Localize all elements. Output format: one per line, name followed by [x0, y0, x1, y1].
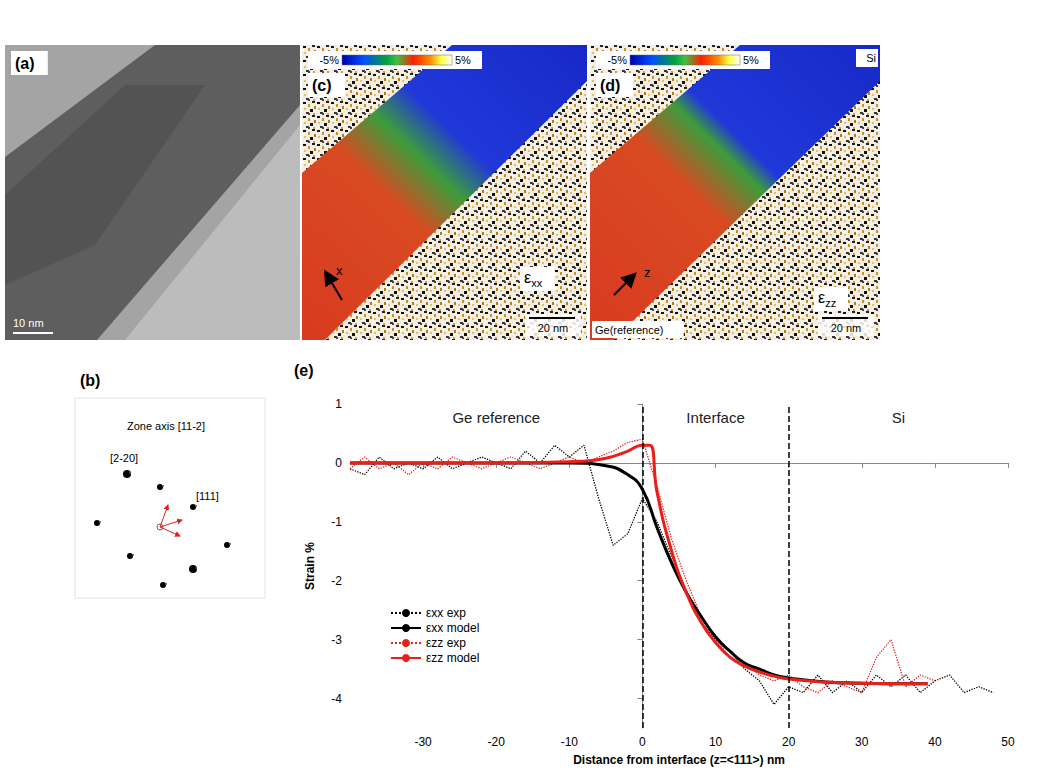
svg-text:[111]: [111]	[196, 490, 219, 502]
svg-text:Ge(reference): Ge(reference)	[595, 324, 663, 336]
svg-text:Si: Si	[866, 52, 876, 64]
html-text:(e): (e)	[294, 362, 314, 379]
svg-text:10: 10	[709, 735, 723, 749]
svg-text:(c): (c)	[312, 77, 332, 94]
svg-text:-10: -10	[561, 735, 579, 749]
svg-text:0: 0	[335, 456, 342, 470]
svg-text:Distance from interface (z=<11: Distance from interface (z=<111>) nm	[573, 753, 785, 767]
svg-text:Si: Si	[892, 409, 905, 426]
svg-text:z: z	[644, 265, 651, 280]
svg-text:-3: -3	[331, 633, 342, 647]
svg-text:20: 20	[782, 735, 796, 749]
svg-text:-20: -20	[488, 735, 506, 749]
svg-text:Strain %: Strain %	[303, 542, 317, 590]
svg-text:-5%: -5%	[319, 54, 339, 66]
svg-text:10 nm: 10 nm	[13, 317, 44, 329]
svg-text:Zone axis [11-2]: Zone axis [11-2]	[127, 420, 205, 432]
svg-text:50: 50	[1001, 735, 1015, 749]
svg-text:Ge reference: Ge reference	[452, 409, 540, 426]
svg-text:εzz: εzz	[818, 289, 836, 309]
svg-text:-4: -4	[331, 692, 342, 706]
svg-text:40: 40	[928, 735, 942, 749]
svg-text:x: x	[336, 263, 343, 278]
svg-text:[2-20]: [2-20]	[110, 452, 138, 464]
svg-text:30: 30	[855, 735, 869, 749]
svg-text:εzz exp: εzz exp	[426, 636, 466, 650]
svg-text:20 nm: 20 nm	[831, 322, 862, 334]
svg-text:-5%: -5%	[607, 54, 627, 66]
svg-text:0: 0	[639, 735, 646, 749]
svg-text:εzz model: εzz model	[426, 651, 479, 665]
svg-text:-1: -1	[331, 515, 342, 529]
svg-text:5%: 5%	[455, 54, 471, 66]
svg-text:εxx model: εxx model	[426, 621, 479, 635]
svg-text:-2: -2	[331, 574, 342, 588]
svg-text:(b): (b)	[80, 372, 100, 389]
svg-text:(a): (a)	[15, 55, 35, 72]
svg-text:-30: -30	[414, 735, 432, 749]
svg-text:20 nm: 20 nm	[538, 322, 569, 334]
svg-text:εxx: εxx	[524, 269, 543, 289]
svg-text:(d): (d)	[600, 77, 620, 94]
svg-text:5%: 5%	[743, 54, 759, 66]
svg-text:εxx exp: εxx exp	[426, 606, 466, 620]
svg-text:Interface: Interface	[686, 409, 744, 426]
svg-text:1: 1	[335, 397, 342, 411]
